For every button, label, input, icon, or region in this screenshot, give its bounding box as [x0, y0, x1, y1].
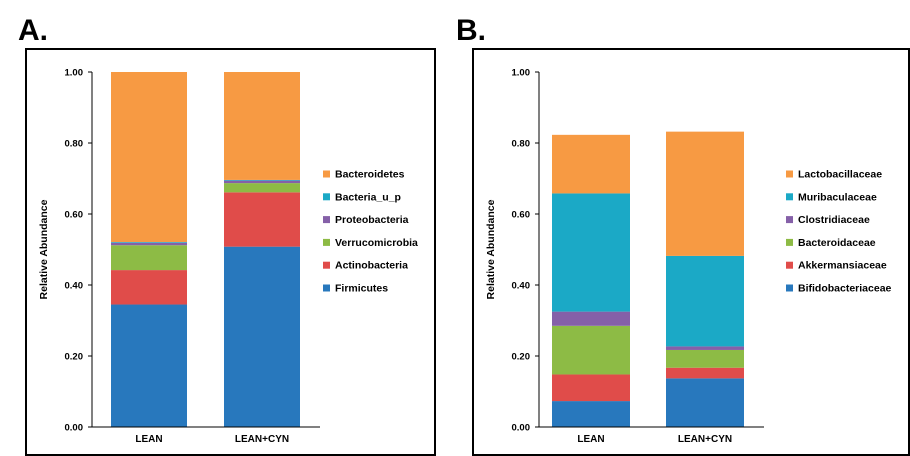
- legend-label-b-clostridiaceae: Clostridiaceae: [798, 214, 870, 226]
- bar-b-lean-cyn-akkermansiaceae: [666, 367, 744, 379]
- legend-label-a-firmicutes: Firmicutes: [335, 283, 388, 295]
- y-axis-title-b: Relative Abundance: [485, 199, 497, 299]
- legend-label-a-proteobacteria: Proteobacteria: [335, 214, 409, 226]
- legend-label-b-bacteroidaceae: Bacteroidaceae: [798, 237, 876, 249]
- legend-swatch-b-clostridiaceae: [786, 216, 793, 224]
- legend-label-b-lactobacillaceae: Lactobacillaceae: [798, 169, 882, 181]
- y-axis-title-a: Relative Abundance: [38, 199, 50, 299]
- legend-label-b-akkermansiaceae: Akkermansiaceae: [798, 260, 887, 272]
- legend-label-b-muribaculaceae: Muribaculaceae: [798, 191, 877, 203]
- x-tick-label-a-lean-cyn: LEAN+CYN: [235, 434, 289, 445]
- legend-swatch-b-muribaculaceae: [786, 193, 793, 201]
- panel-label-b: B.: [456, 14, 486, 47]
- legend-swatch-b-bifidobacteriaceae: [786, 284, 793, 292]
- bar-a-lean-cyn-proteobacteria: [224, 180, 300, 184]
- x-tick-label-a-lean: LEAN: [135, 434, 162, 445]
- legend-swatch-b-lactobacillaceae: [786, 170, 793, 178]
- y-tick-label-b: 0.20: [512, 352, 531, 363]
- y-tick-label-a: 0.20: [65, 352, 84, 363]
- x-tick-label-b-lean: LEAN: [577, 434, 604, 445]
- y-tick-label-b: 0.60: [512, 210, 531, 221]
- bar-a-lean-bacteroidetes: [111, 72, 187, 243]
- legend-swatch-a-bacteroidetes: [323, 170, 330, 178]
- y-tick-label-b: 0.40: [512, 281, 531, 292]
- legend-label-b-bifidobacteriaceae: Bifidobacteriaceae: [798, 283, 892, 295]
- panel-label-a: A.: [18, 14, 48, 47]
- legend-swatch-a-verrucomicrobia: [323, 238, 330, 246]
- bar-b-lean-lactobacillaceae: [552, 134, 630, 194]
- legend-swatch-a-actinobacteria: [323, 261, 330, 269]
- bar-b-lean-cyn-bacteroidaceae: [666, 349, 744, 368]
- legend-swatch-b-akkermansiaceae: [786, 261, 793, 269]
- bar-a-lean-cyn-actinobacteria: [224, 192, 300, 247]
- legend-label-a-actinobacteria: Actinobacteria: [335, 260, 408, 272]
- bar-a-lean-cyn-verrucomicrobia: [224, 183, 300, 193]
- x-tick-label-b-lean-cyn: LEAN+CYN: [678, 434, 732, 445]
- chart-a-frame: LEAN LEAN+CYN 0.00 0.20 0.40 0.60 0.80 1.00 Rela…: [25, 48, 436, 456]
- y-tick-label-a: 0.40: [65, 281, 84, 292]
- legend-swatch-b-bacteroidaceae: [786, 238, 793, 246]
- chart-a: LEAN LEAN+CYN 0.00 0.20 0.40 0.60 0.80 1.00 Rela…: [38, 68, 418, 446]
- chart-b: LEAN LEAN+CYN 0.00 0.20 0.40 0.60 0.80 1.00 Rela…: [485, 68, 892, 446]
- y-tick-label-a: 0.00: [65, 423, 84, 434]
- bar-b-lean-akkermansiaceae: [552, 374, 630, 402]
- legend-label-a-bacteroidetes: Bacteroidetes: [335, 169, 405, 181]
- bar-b-lean-cyn-clostridiaceae: [666, 346, 744, 350]
- bar-b-lean-cyn-lactobacillaceae: [666, 131, 744, 256]
- legend-label-a-bacteria-u-p: Bacteria_u_p: [335, 191, 401, 203]
- bar-b-lean-muribaculaceae: [552, 193, 630, 312]
- y-tick-label-a: 1.00: [65, 68, 84, 79]
- y-tick-label-b: 0.00: [512, 423, 531, 434]
- bar-b-lean-bifidobacteriaceae: [552, 401, 630, 427]
- bar-a-lean-cyn-firmicutes: [224, 246, 300, 427]
- chart-b-frame: LEAN LEAN+CYN 0.00 0.20 0.40 0.60 0.80 1.00 Rela…: [472, 48, 910, 456]
- bar-b-lean-bacteroidaceae: [552, 325, 630, 375]
- bar-a-lean-cyn-bacteria-u-p: [224, 179, 300, 181]
- legend-swatch-a-proteobacteria: [323, 216, 330, 224]
- legend-swatch-a-firmicutes: [323, 284, 330, 292]
- bar-a-lean-bacteria-u-p: [111, 242, 187, 243]
- bar-a-lean-verrucomicrobia: [111, 245, 187, 271]
- bar-b-lean-cyn-bifidobacteriaceae: [666, 378, 744, 427]
- bar-a-lean-proteobacteria: [111, 242, 187, 246]
- bar-a-lean-actinobacteria: [111, 270, 187, 305]
- y-tick-label-a: 0.60: [65, 210, 84, 221]
- legend-swatch-a-bacteria-u-p: [323, 193, 330, 201]
- bar-b-lean-clostridiaceae: [552, 311, 630, 326]
- y-tick-label-b: 0.80: [512, 139, 531, 150]
- bar-b-lean-cyn-muribaculaceae: [666, 255, 744, 347]
- y-tick-label-b: 1.00: [512, 68, 531, 79]
- y-tick-label-a: 0.80: [65, 139, 84, 150]
- legend-label-a-verrucomicrobia: Verrucomicrobia: [335, 237, 418, 249]
- bar-a-lean-cyn-bacteroidetes: [224, 72, 300, 180]
- bar-a-lean-firmicutes: [111, 304, 187, 427]
